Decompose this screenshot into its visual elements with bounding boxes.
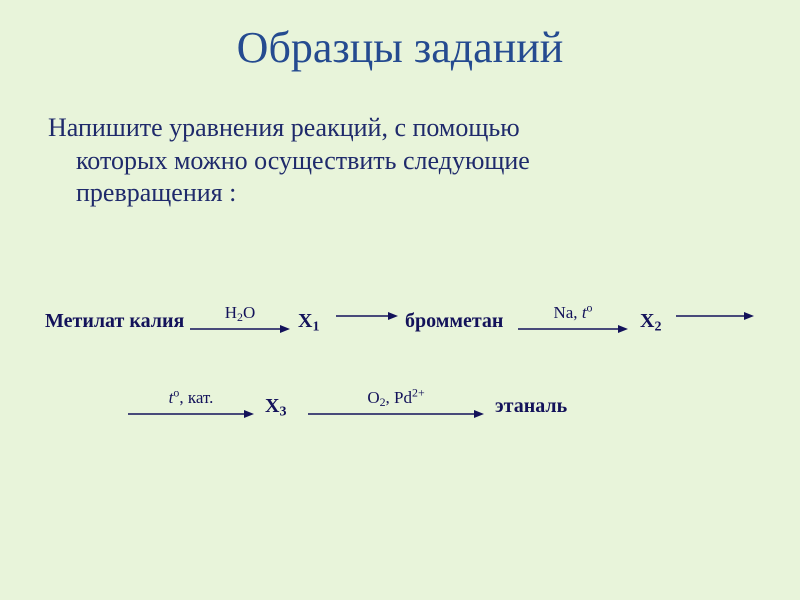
reaction-arrow: O2, Pd2+	[308, 389, 484, 421]
arrow-icon	[190, 322, 290, 336]
arrow-label: to, кат.	[169, 389, 214, 406]
chem-node: X2	[640, 310, 661, 333]
chem-node: X3	[265, 395, 286, 418]
title-text: Образцы заданий	[237, 23, 564, 72]
body-line: превращения :	[48, 177, 748, 210]
arrow-label: O2, Pd2+	[367, 389, 424, 406]
reaction-arrow	[676, 309, 754, 323]
reaction-arrow: H2O	[190, 304, 290, 336]
arrow-icon	[518, 322, 628, 336]
body-line: Напишите уравнения реакций, с помощью	[48, 112, 748, 145]
chem-node: этаналь	[495, 395, 567, 418]
slide-background	[0, 0, 800, 600]
reaction-arrow: Na, to	[518, 304, 628, 336]
arrow-label: Na, to	[553, 304, 592, 321]
arrow-icon	[676, 309, 754, 323]
task-description: Напишите уравнения реакций, с помощью ко…	[48, 112, 748, 210]
slide-title: Образцы заданий	[0, 22, 800, 73]
chem-node: бромметан	[405, 310, 503, 333]
arrow-icon	[128, 407, 254, 421]
reaction-arrow	[336, 309, 398, 323]
arrow-icon	[336, 309, 398, 323]
chem-node: X1	[298, 310, 319, 333]
reaction-arrow: to, кат.	[128, 389, 254, 421]
arrow-label: H2O	[225, 304, 256, 321]
body-line: которых можно осуществить следующие	[48, 145, 748, 178]
arrow-icon	[308, 407, 484, 421]
chem-node: Метилат калия	[45, 310, 184, 333]
